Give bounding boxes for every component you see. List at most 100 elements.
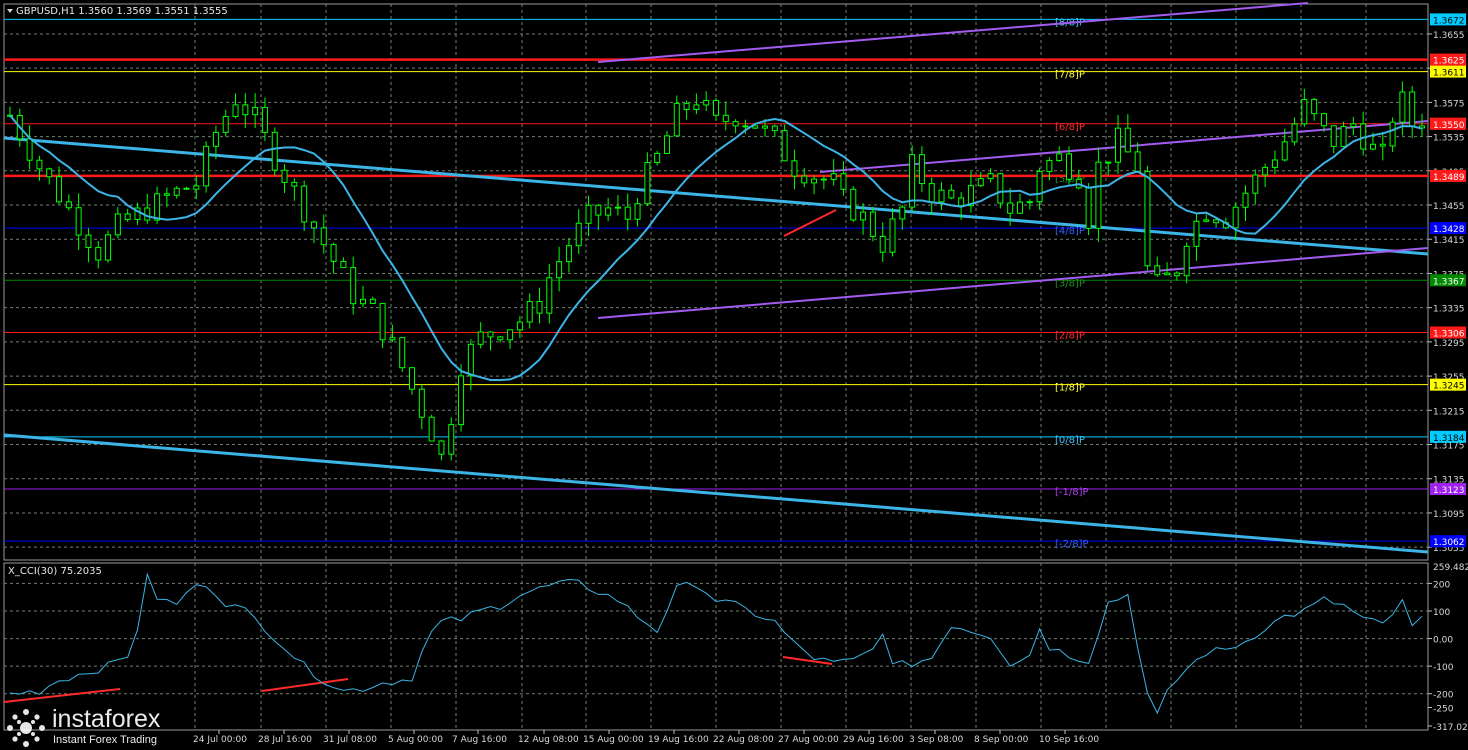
candle-body — [36, 159, 43, 170]
candle-body — [683, 102, 690, 110]
candle-body — [1409, 91, 1416, 127]
candle-body — [1115, 127, 1122, 163]
time-tick-label: 10 Sep 16:00 — [1039, 735, 1099, 745]
candle-body — [467, 343, 474, 377]
cci-tick-label: -317.0211 — [1433, 723, 1468, 733]
murray-level-label: [2/8]P — [1055, 330, 1085, 341]
murray-price-tag-label: 1.3062 — [1433, 538, 1465, 548]
candle-body — [1330, 125, 1337, 147]
candle-body — [1291, 123, 1298, 143]
candle-body — [526, 301, 533, 323]
divergence-line-cci — [782, 656, 833, 665]
candle-body — [261, 106, 268, 133]
resistance-levels — [4, 58, 1428, 178]
cci-line — [9, 572, 1423, 715]
candle-body — [1242, 192, 1249, 208]
candle-body — [95, 247, 102, 261]
candle-body — [409, 367, 416, 390]
candle-body — [703, 99, 710, 106]
candle-body — [860, 211, 867, 221]
candle-body — [1007, 202, 1014, 214]
price-tick-label: 1.3175 — [1433, 442, 1465, 452]
candlestick-series — [7, 81, 1425, 461]
price-tick-label: 1.3415 — [1433, 236, 1465, 246]
candle-body — [536, 301, 543, 314]
cci-header: X_CCI(30) 75.2035 — [8, 566, 102, 577]
candle-body — [144, 207, 151, 221]
candle-body — [1173, 272, 1180, 277]
moving-average — [9, 114, 1423, 381]
time-tick-label: 19 Aug 16:00 — [648, 735, 709, 745]
candle-body — [379, 302, 386, 341]
resistance-price-tag — [1430, 53, 1466, 66]
candle-body — [369, 298, 376, 304]
price-tick-label: 1.3295 — [1433, 339, 1465, 349]
candle-body — [654, 152, 661, 163]
candle-body — [840, 173, 847, 190]
candle-body — [595, 204, 602, 216]
murray-price-tag — [1430, 274, 1466, 287]
cci-tick-label: 100 — [1433, 608, 1450, 618]
candle-body — [977, 178, 984, 187]
price-tick-label: 1.3055 — [1433, 544, 1465, 554]
price-tick-label: 1.3255 — [1433, 373, 1465, 383]
murray-price-tag — [1430, 483, 1466, 496]
candle-body — [389, 337, 396, 341]
divergence-line-price — [783, 209, 837, 237]
candle-body — [507, 329, 514, 341]
candle-body — [516, 321, 523, 331]
current-price-tag — [1430, 117, 1466, 130]
candle-body — [713, 99, 719, 116]
candle-body — [448, 424, 455, 455]
murray-price-tag-label: 1.3611 — [1433, 69, 1465, 79]
candle-body — [556, 261, 563, 279]
candle-body — [1085, 187, 1092, 229]
candle-body — [1124, 127, 1131, 153]
candle-body — [752, 125, 759, 129]
candle-body — [281, 169, 288, 183]
candle-body — [438, 440, 445, 455]
candle-body — [1281, 141, 1288, 161]
candle-body — [732, 121, 739, 127]
candle-body — [1203, 219, 1210, 222]
candle-body — [65, 201, 72, 209]
candle-body — [1026, 201, 1033, 204]
candle-body — [1134, 151, 1141, 172]
divergence-line-cci — [261, 678, 349, 692]
candle-body — [271, 131, 278, 171]
candle-body — [958, 197, 965, 207]
candle-body — [1164, 272, 1171, 276]
price-tick-label: 1.3095 — [1433, 510, 1465, 520]
candle-body — [1232, 206, 1239, 229]
ma-line — [9, 114, 1423, 381]
candle-body — [1340, 126, 1347, 147]
candle-body — [585, 204, 592, 224]
candle-body — [1105, 161, 1112, 164]
candle-body — [801, 175, 808, 184]
candle-body — [663, 135, 670, 154]
current-price-tag-label: 1.3550 — [1433, 121, 1465, 131]
murray-price-tag-label: 1.3367 — [1433, 277, 1465, 287]
candle-body — [565, 245, 572, 263]
price-tick-label: 1.3335 — [1433, 305, 1465, 315]
candle-body — [644, 161, 651, 205]
candle-body — [212, 131, 219, 147]
murray-price-tag — [1430, 535, 1466, 548]
cci-top-label: 259.4821 — [1433, 563, 1468, 573]
candle-body — [134, 207, 141, 220]
time-tick-label: 31 Jul 08:00 — [323, 735, 377, 745]
candle-body — [1213, 219, 1220, 224]
candle-body — [418, 388, 425, 418]
cci-tick-label: -250 — [1433, 705, 1454, 715]
murray-level-label: [3/8]P — [1055, 278, 1085, 289]
candle-body — [1252, 174, 1259, 194]
window-menu-arrow-icon[interactable] — [7, 9, 13, 13]
resistance-price-tag-label: 1.3489 — [1433, 173, 1465, 183]
trend-channel-upper — [3, 136, 1429, 256]
symbol-header: GBPUSD,H1 1.3560 1.3569 1.3551 1.3555 — [16, 6, 228, 17]
candle-body — [918, 154, 925, 185]
price-tick-label: 1.3135 — [1433, 476, 1465, 486]
murray-price-tag-label: 1.3123 — [1433, 486, 1465, 496]
price-tick-label: 1.3215 — [1433, 407, 1465, 417]
